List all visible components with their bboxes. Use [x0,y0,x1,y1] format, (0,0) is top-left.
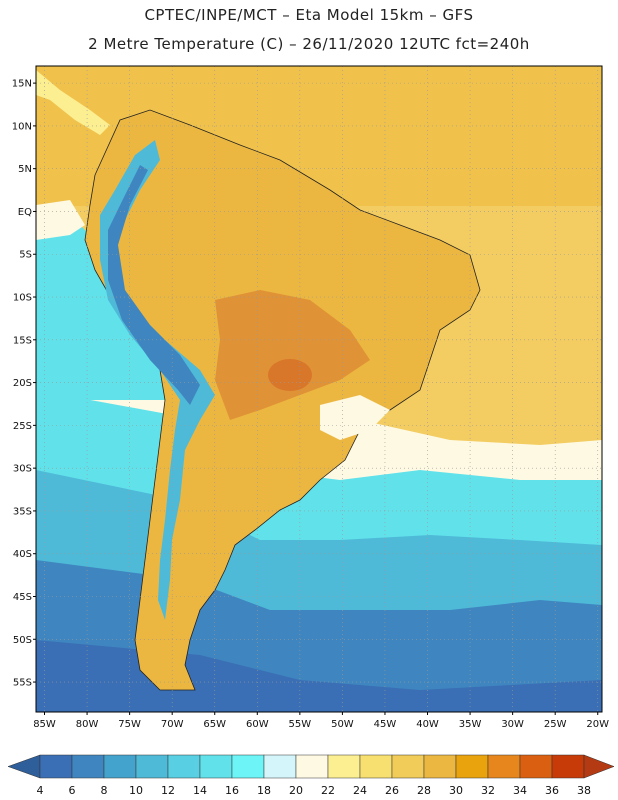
lon-label: 30W [501,719,524,730]
lat-label: 5N [18,164,32,175]
colorbar-label: 18 [257,784,271,797]
colorbar-over-arrow [583,754,615,779]
lon-label: 65W [203,719,226,730]
colorbar-label: 36 [545,784,559,797]
colorbar-label: 30 [449,784,463,797]
lon-label: 85W [33,719,56,730]
lat-label: 55S [13,678,32,689]
lon-label: 80W [76,719,99,730]
lat-label: 40S [13,549,32,560]
pacific-cool-water [36,215,170,400]
lon-label: 25W [544,719,567,730]
hot-core [268,359,312,391]
lat-label: 5S [19,250,32,261]
colorbar-swatch [199,754,233,779]
hot-interior-region [215,290,370,420]
colorbar-label: 14 [193,784,207,797]
colorbar-swatch [551,754,585,779]
colorbar-label: 24 [353,784,367,797]
colorbar-label: 4 [37,784,44,797]
colorbar-label: 38 [577,784,591,797]
colorbar-label: 6 [69,784,76,797]
colorbar-swatch [327,754,361,779]
colorbar-swatch [103,754,137,779]
lon-label: 70W [161,719,184,730]
lon-label: 50W [331,719,354,730]
lat-label: EQ [18,207,32,218]
colorbar-swatch [135,754,169,779]
colorbar-label: 28 [417,784,431,797]
colorbar-swatch [391,754,425,779]
lon-label: 20W [586,719,609,730]
lat-label: 10N [12,121,32,132]
lat-label: 30S [13,464,32,475]
colorbar-label: 22 [321,784,335,797]
colorbar-label: 10 [129,784,143,797]
lat-label: 35S [13,506,32,517]
colorbar-swatch [487,754,521,779]
chart-title-line1: CPTEC/INPE/MCT – Eta Model 15km – GFS [144,6,474,24]
latitude-axis: 15N 10N 5N EQ 5S 10S 15S 20S 25S 30S 35S 40S 45S 50S 5… [12,79,36,689]
colorbar-label: 12 [161,784,175,797]
colorbar-swatch [423,754,457,779]
lat-label: 15S [13,335,32,346]
colorbar-label: 16 [225,784,239,797]
colorbar-swatch [295,754,329,779]
colorbar-swatch [455,754,489,779]
colorbar-swatch [359,754,393,779]
colorbar-swatch [71,754,105,779]
lat-label: 20S [13,378,32,389]
colorbar: 4 6 8 10 12 14 16 18 20 22 24 26 28 30 32 34 36 38 [7,754,615,797]
longitude-axis: 85W 80W 75W 70W 65W 60W 55W 50W 45W 40W 35W 30W 25W 2… [33,712,609,730]
lon-label: 55W [289,719,312,730]
colorbar-swatch [519,754,553,779]
colorbar-label: 32 [481,784,495,797]
lon-label: 35W [459,719,482,730]
southeast-mild-region [320,395,390,440]
lon-label: 60W [246,719,269,730]
colorbar-swatch [263,754,297,779]
lon-label: 75W [118,719,141,730]
lat-label: 10S [13,293,32,304]
colorbar-label: 34 [513,784,527,797]
andes-high-cold [108,165,200,405]
colorbar-swatch [39,754,73,779]
pacific-pale-water [36,200,85,240]
map-frame [35,65,603,713]
map-field [36,66,602,712]
lon-label: 40W [416,719,439,730]
colorbar-label: 26 [385,784,399,797]
colorbar-under-arrow [7,754,41,779]
colorbar-label: 20 [289,784,303,797]
central-america-land [36,70,110,135]
colorbar-swatch [231,754,265,779]
colorbar-label: 8 [101,784,108,797]
lat-label: 25S [13,421,32,432]
lat-label: 15N [12,79,32,90]
lat-label: 45S [13,592,32,603]
chart-title-line2: 2 Metre Temperature (C) – 26/11/2020 12U… [88,35,530,53]
lat-label: 50S [13,635,32,646]
lon-label: 45W [374,719,397,730]
colorbar-swatch [167,754,201,779]
